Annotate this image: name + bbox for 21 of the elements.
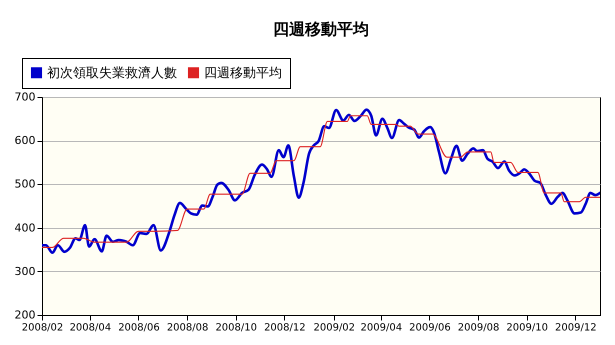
y-tick-label: 400: [14, 221, 36, 234]
legend-label: 四週移動平均: [204, 66, 282, 81]
x-tick-label: 2008/02: [22, 322, 64, 334]
legend-label: 初次領取失業救濟人數: [47, 66, 177, 81]
y-tick-label: 300: [14, 264, 36, 278]
y-tick-label: 500: [14, 178, 36, 191]
x-tick-label: 2008/10: [215, 322, 257, 334]
x-tick-label: 2008/08: [166, 322, 208, 334]
y-tick-label: 700: [14, 90, 36, 104]
x-tick-label: 2009/02: [313, 322, 356, 334]
x-tick-label: 2009/10: [506, 322, 548, 334]
chart-title: 四週移動平均: [273, 20, 369, 38]
x-tick-label: 2008/06: [118, 322, 160, 334]
x-tick-label: 2009/06: [409, 322, 451, 334]
x-tick-label: 2009/12: [555, 322, 597, 334]
x-tick-label: 2009/04: [360, 322, 402, 334]
x-tick-label: 2009/08: [458, 322, 500, 334]
y-tick-label: 200: [14, 308, 36, 322]
x-tick-label: 2008/12: [264, 322, 306, 334]
y-tick-label: 600: [14, 134, 36, 148]
x-tick-label: 2008/04: [70, 322, 112, 334]
